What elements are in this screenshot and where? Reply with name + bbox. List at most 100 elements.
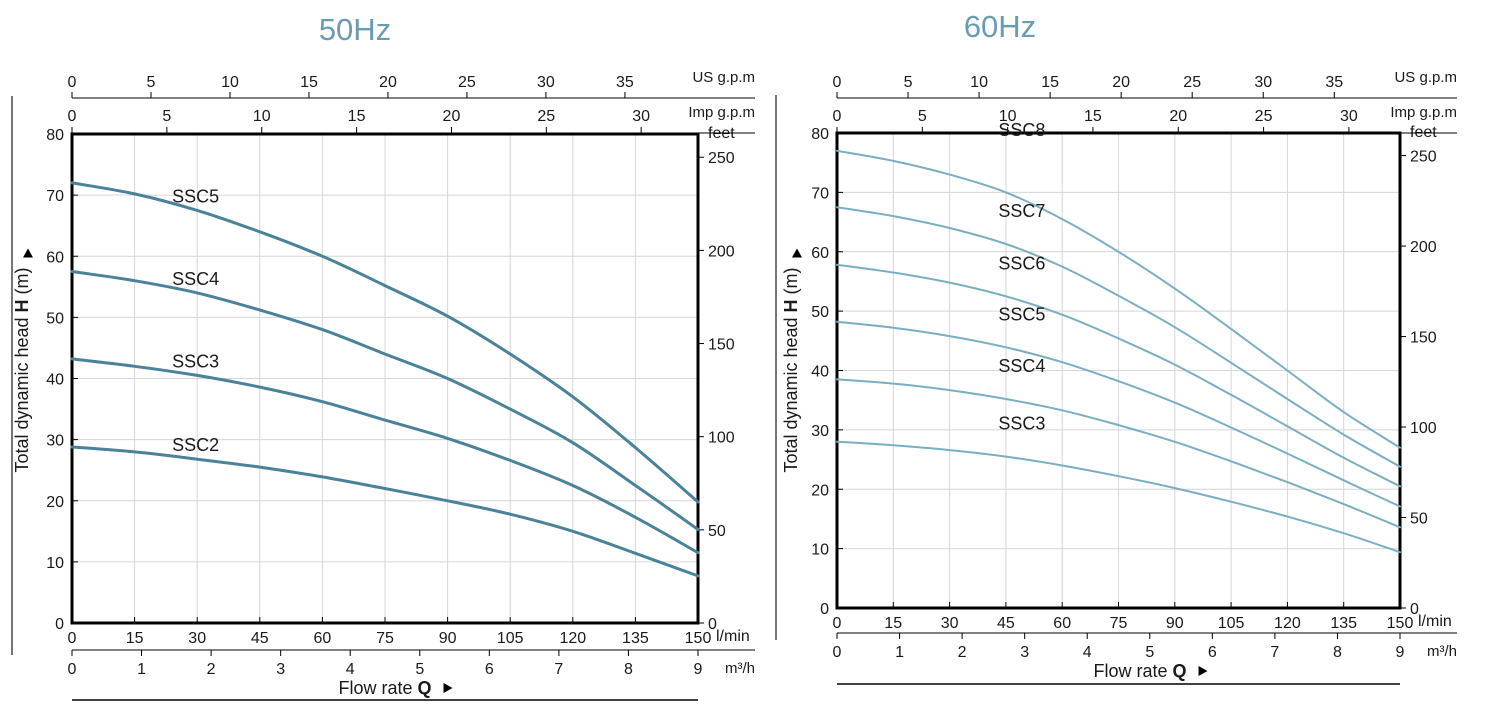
usgpm-tick-label: 10 (970, 74, 988, 91)
usgpm-tick-label: 15 (300, 74, 318, 91)
y-tick-label: 70 (46, 188, 64, 205)
y-axis-title: Total dynamic head H (m) (781, 267, 801, 472)
y-tick-label: 60 (46, 249, 64, 266)
y-tick-label: 40 (811, 364, 829, 381)
y-tick-label: 0 (820, 601, 829, 618)
x-tick-label: 120 (559, 630, 586, 647)
impgpm-tick-label: 5 (162, 108, 171, 125)
feet-tick-label: 150 (1410, 330, 1437, 347)
x-axis-title: Flow rate Q (338, 678, 431, 698)
series-line-ssc8 (836, 149, 1401, 449)
usgpm-tick-label: 10 (221, 74, 239, 91)
y-arrow-icon (23, 248, 33, 258)
impgpm-tick-label: 15 (348, 108, 366, 125)
chart-0: 50Hz01020304050607080050100150200250feet… (11, 12, 755, 701)
y-tick-label: 0 (55, 616, 64, 633)
chart-title: 60Hz (964, 9, 1036, 44)
m3h-tick-label: 5 (1145, 644, 1154, 661)
y-tick-label: 10 (811, 542, 829, 559)
m3h-tick-label: 0 (68, 661, 77, 678)
feet-tick-label: 50 (1410, 511, 1428, 528)
series-line-ssc7 (836, 206, 1401, 468)
impgpm-tick-label: 20 (443, 108, 461, 125)
usgpm-tick-label: 5 (904, 74, 913, 91)
m3h-tick-label: 5 (415, 661, 424, 678)
y-axis-title: Total dynamic head H (m) (12, 267, 32, 472)
usgpm-tick-label: 0 (68, 74, 77, 91)
impgpm-tick-label: 20 (1169, 108, 1187, 125)
feet-tick-label: 150 (708, 337, 735, 354)
series-line-ssc3 (836, 440, 1401, 554)
x-tick-label: 45 (251, 630, 269, 647)
x-tick-label: 45 (997, 615, 1015, 632)
feet-tick-label: 0 (708, 616, 717, 633)
m3h-tick-label: 8 (624, 661, 633, 678)
impgpm-tick-label: 5 (918, 108, 927, 125)
x-arrow-icon (443, 683, 453, 693)
x-tick-label: 150 (685, 630, 712, 647)
impgpm-tick-label: 30 (632, 108, 650, 125)
feet-tick-label: 50 (708, 523, 726, 540)
y-tick-label: 70 (811, 185, 829, 202)
x-tick-label: 60 (1053, 615, 1071, 632)
y-axis-title-text: Total dynamic head (781, 312, 801, 472)
y-axis-title-symbol: H (12, 299, 32, 312)
x-tick-label: 15 (126, 630, 144, 647)
grid (836, 132, 1401, 609)
m3h-tick-label: 1 (895, 644, 904, 661)
x-arrow-icon (1198, 666, 1208, 676)
feet-tick-label: 100 (1410, 420, 1437, 437)
x-tick-label: 0 (68, 630, 77, 647)
series-line-ssc4 (70, 270, 700, 531)
usgpm-unit-label: US g.p.m (1394, 69, 1457, 86)
impgpm-tick-label: 0 (833, 108, 842, 125)
usgpm-unit-label: US g.p.m (692, 69, 755, 86)
x-tick-label: 30 (188, 630, 206, 647)
feet-tick-label: 200 (708, 243, 735, 260)
series-label: SSC2 (172, 435, 219, 455)
m3h-tick-label: 8 (1333, 644, 1342, 661)
m3h-tick-label: 2 (207, 661, 216, 678)
usgpm-tick-label: 30 (537, 74, 555, 91)
series-label: SSC5 (172, 186, 219, 206)
series-label: SSC5 (998, 304, 1045, 324)
m3h-unit-label: m³/h (1427, 643, 1457, 660)
x-axis-title: Flow rate Q (1093, 661, 1186, 681)
y-tick-label: 80 (46, 127, 64, 144)
series-label: SSC7 (998, 201, 1045, 221)
impgpm-unit-label: Imp g.p.m (688, 104, 755, 121)
x-axis-title-text: Flow rate (1093, 661, 1172, 681)
x-axis-title-symbol: Q (418, 678, 432, 698)
feet-tick-label: 100 (708, 430, 735, 447)
usgpm-tick-label: 0 (833, 74, 842, 91)
usgpm-tick-label: 25 (458, 74, 476, 91)
x-tick-label: 105 (497, 630, 524, 647)
series-line-ssc6 (836, 263, 1401, 488)
y-arrow-icon (792, 248, 802, 258)
x-tick-label: 105 (1218, 615, 1245, 632)
series-label: SSC4 (998, 356, 1045, 376)
feet-tick-label: 0 (1410, 601, 1419, 618)
feet-tick-label: 250 (708, 150, 735, 167)
y-axis-title-group: Total dynamic head H (m) (12, 248, 33, 473)
m3h-tick-label: 3 (1020, 644, 1029, 661)
usgpm-tick-label: 35 (1325, 74, 1343, 91)
chart-title: 50Hz (319, 12, 391, 47)
y-tick-label: 30 (811, 423, 829, 440)
usgpm-tick-label: 20 (1112, 74, 1130, 91)
x-tick-label: 150 (1387, 615, 1414, 632)
impgpm-tick-label: 25 (537, 108, 555, 125)
x-tick-label: 30 (941, 615, 959, 632)
x-tick-label: 120 (1274, 615, 1301, 632)
x-tick-label: 60 (314, 630, 332, 647)
impgpm-tick-label: 15 (1084, 108, 1102, 125)
series-label: SSC4 (172, 269, 219, 289)
impgpm-unit-label: Imp g.p.m (1390, 104, 1457, 121)
series-label: SSC8 (998, 120, 1045, 140)
x-tick-label: 90 (439, 630, 457, 647)
x-tick-label: 0 (833, 615, 842, 632)
m3h-tick-label: 3 (276, 661, 285, 678)
y-axis-title-text: Total dynamic head (12, 312, 32, 472)
y-tick-label: 30 (46, 433, 64, 450)
usgpm-tick-label: 20 (379, 74, 397, 91)
